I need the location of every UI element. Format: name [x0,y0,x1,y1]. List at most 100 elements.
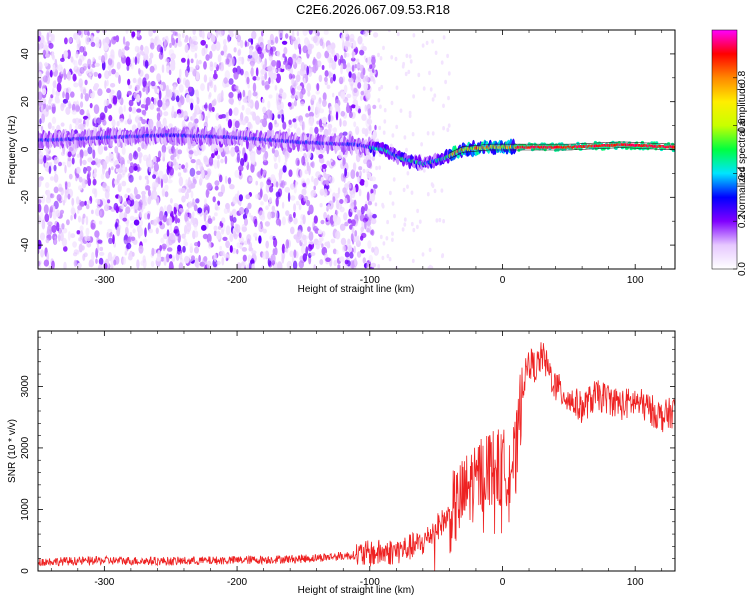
noise-speckle [282,53,286,58]
noise-speckle [177,244,182,252]
noise-speckle [45,104,49,112]
noise-speckle [308,165,311,176]
noise-speckle [438,217,442,223]
noise-speckle [99,112,106,121]
noise-speckle [71,157,75,165]
noise-speckle [342,120,347,127]
noise-speckle [349,252,354,259]
noise-speckle [47,221,53,226]
noise-speckle [169,198,173,204]
noise-speckle [74,124,81,130]
noise-speckle [131,236,136,242]
noise-speckle [229,233,234,243]
noise-speckle [205,44,208,49]
noise-speckle [42,84,47,90]
noise-speckle [442,126,445,131]
noise-speckle [195,198,200,204]
noise-speckle [321,243,324,249]
noise-speckle [318,154,324,159]
noise-speckle [108,167,111,176]
noise-speckle [45,149,50,159]
noise-speckle [339,223,346,231]
noise-speckle [357,71,361,80]
noise-speckle [119,118,125,124]
noise-speckle [38,109,41,118]
noise-speckle [226,58,230,65]
noise-speckle [292,118,297,123]
noise-speckle [351,60,357,66]
noise-speckle [271,147,275,154]
noise-speckle [53,186,59,194]
noise-speckle [136,163,140,173]
noise-speckle [293,99,297,107]
noise-speckle [307,226,311,232]
noise-speckle [215,30,219,38]
noise-speckle [293,217,298,225]
noise-speckle [119,204,124,210]
noise-speckle [316,51,322,60]
noise-speckle [110,231,113,237]
noise-speckle [127,200,131,206]
noise-speckle [303,196,307,202]
noise-speckle [72,252,78,257]
noise-speckle [275,73,281,84]
noise-speckle [412,94,415,99]
noise-speckle [87,146,93,155]
noise-speckle [145,85,149,95]
noise-speckle [234,193,239,202]
noise-speckle [104,70,110,80]
noise-speckle [194,230,199,238]
noise-speckle [132,151,139,160]
noise-speckle [153,190,158,200]
noise-speckle [168,254,173,259]
noise-speckle [408,54,412,59]
noise-speckle [440,188,444,193]
noise-speckle [315,171,321,178]
noise-speckle [411,258,415,264]
noise-speckle [194,108,197,118]
noise-speckle [275,181,279,188]
noise-speckle [184,212,189,222]
noise-speckle [134,56,138,65]
noise-speckle [283,60,286,65]
noise-speckle [178,176,184,187]
noise-speckle [213,230,217,237]
noise-speckle [67,231,71,241]
noise-speckle [99,246,104,252]
noise-speckle [278,30,283,39]
noise-speckle [370,262,377,268]
noise-speckle [125,206,131,214]
snr-x-ticks: -300 -200 -100 0 100 [50,331,663,588]
noise-speckle [339,118,342,128]
noise-speckle [93,168,97,174]
noise-speckle [366,56,370,66]
noise-speckle [243,152,247,163]
noise-speckle [350,57,356,62]
noise-speckle [322,249,326,256]
noise-speckle [356,251,362,258]
noise-speckle [187,58,190,67]
noise-speckle [249,47,253,56]
noise-speckle [44,213,50,223]
noise-speckle [421,252,425,257]
noise-speckle [321,116,328,124]
noise-speckle [85,227,90,236]
noise-speckle [295,91,301,100]
noise-speckle [206,182,212,190]
noise-speckle [216,230,222,240]
noise-speckle [274,119,277,125]
noise-speckle [79,156,83,167]
noise-speckle [219,245,222,251]
noise-speckle [114,160,119,165]
noise-speckle [116,61,121,70]
noise-speckle [114,146,119,154]
noise-speckle [319,38,324,47]
noise-speckle [306,65,310,76]
noise-speckle [364,104,368,112]
noise-speckle [69,123,72,132]
noise-speckle [50,33,56,41]
noise-speckle [81,178,87,189]
noise-speckle [146,179,150,185]
spectrogram-x-label: Height of straight line (km) [298,284,415,295]
noise-speckle [195,262,200,269]
